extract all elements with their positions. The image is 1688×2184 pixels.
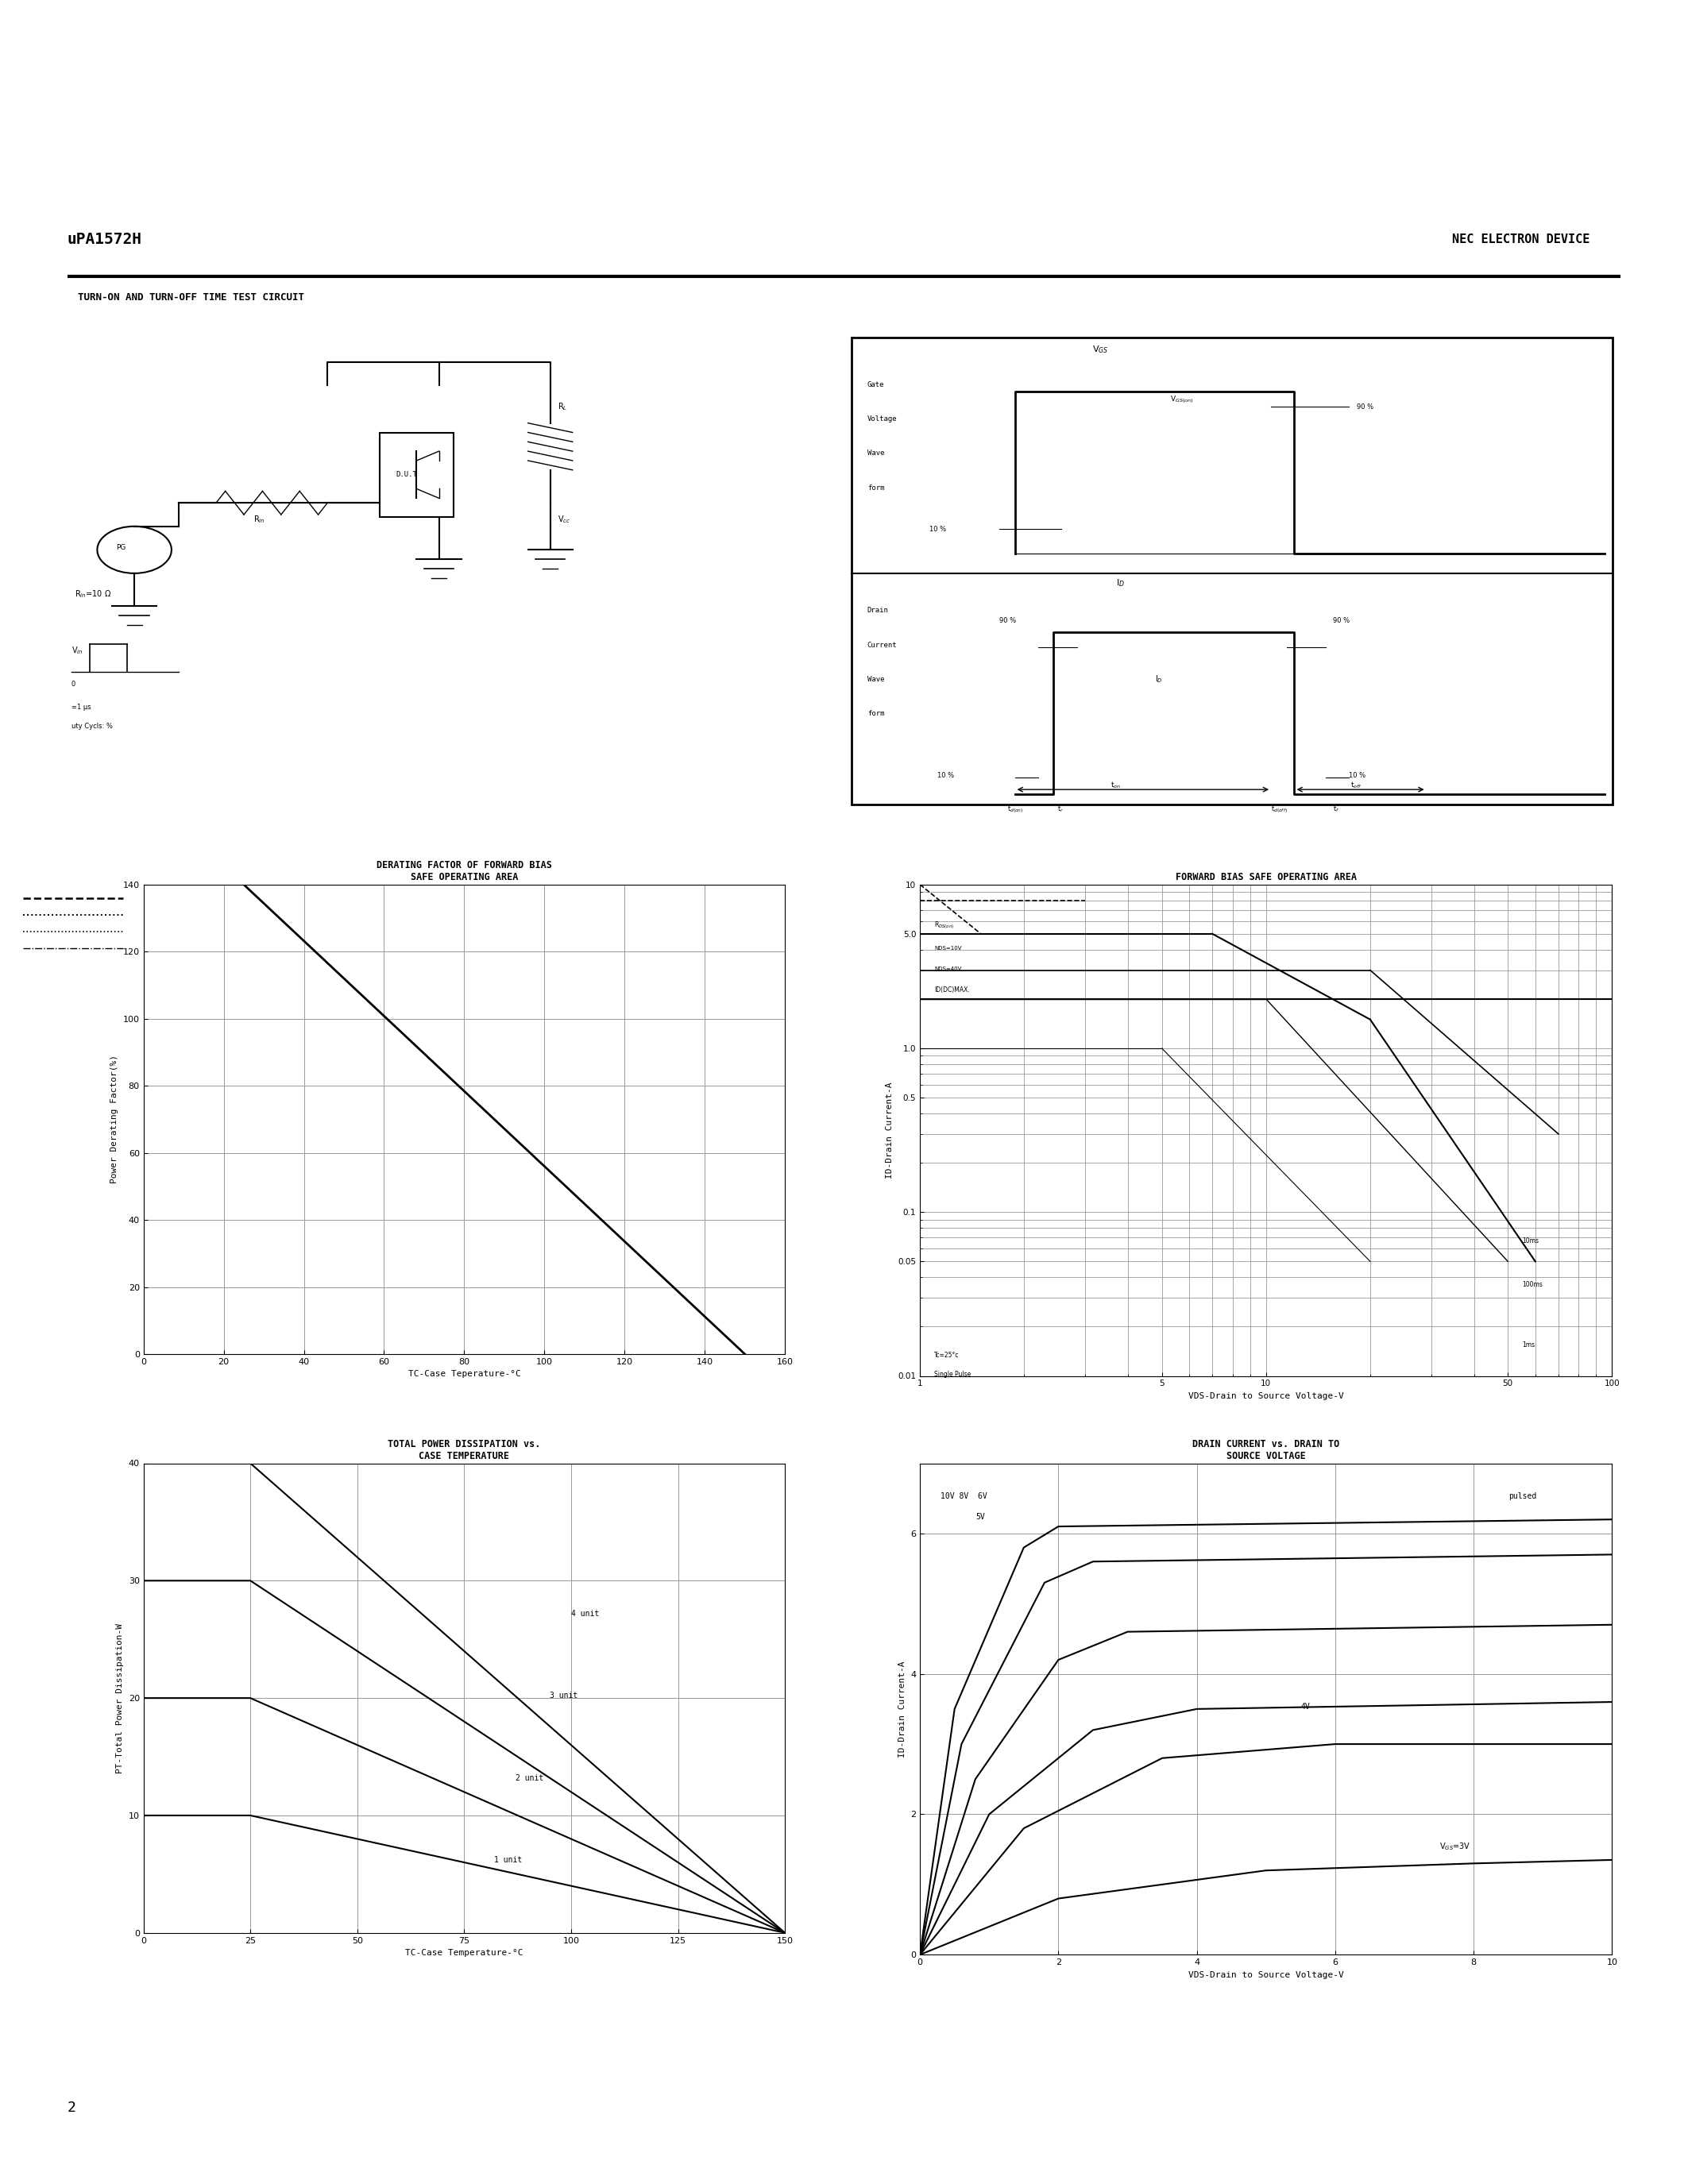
Text: 90 %: 90 % bbox=[999, 616, 1016, 625]
Title: DERATING FACTOR OF FORWARD BIAS
SAFE OPERATING AREA: DERATING FACTOR OF FORWARD BIAS SAFE OPE… bbox=[376, 860, 552, 882]
Y-axis label: Power Derating Factor(%): Power Derating Factor(%) bbox=[110, 1055, 118, 1184]
Text: 10ms: 10ms bbox=[1523, 1236, 1539, 1245]
X-axis label: VDS-Drain to Source Voltage-V: VDS-Drain to Source Voltage-V bbox=[1188, 1391, 1344, 1400]
Text: t$_{d(on)}$: t$_{d(on)}$ bbox=[1008, 804, 1023, 815]
Text: R$_L$: R$_L$ bbox=[557, 402, 567, 413]
Text: 4 unit: 4 unit bbox=[571, 1610, 599, 1618]
Text: 90 %: 90 % bbox=[1357, 404, 1374, 411]
Text: NDS=10V: NDS=10V bbox=[933, 946, 962, 950]
Text: t$_{on}$: t$_{on}$ bbox=[1111, 780, 1121, 791]
Text: t$_f$: t$_f$ bbox=[1334, 804, 1340, 815]
Text: 100ms: 100ms bbox=[1523, 1282, 1543, 1289]
Text: pulsed: pulsed bbox=[1509, 1492, 1536, 1500]
Text: uPA1572H: uPA1572H bbox=[68, 232, 142, 247]
Text: =1 μs: =1 μs bbox=[71, 703, 91, 712]
Text: R$_{DS(on)}$: R$_{DS(on)}$ bbox=[933, 919, 954, 930]
Bar bbox=[380, 432, 454, 518]
Text: D.U.T: D.U.T bbox=[395, 472, 417, 478]
Text: Drain: Drain bbox=[868, 607, 888, 614]
Title: TOTAL POWER DISSIPATION vs.
CASE TEMPERATURE: TOTAL POWER DISSIPATION vs. CASE TEMPERA… bbox=[388, 1439, 540, 1461]
Text: Gate: Gate bbox=[868, 380, 885, 389]
Text: form: form bbox=[868, 710, 885, 716]
Text: I$_D$: I$_D$ bbox=[1155, 673, 1163, 684]
Text: NEC ELECTRON DEVICE: NEC ELECTRON DEVICE bbox=[1452, 234, 1590, 245]
X-axis label: VDS-Drain to Source Voltage-V: VDS-Drain to Source Voltage-V bbox=[1188, 1970, 1344, 1979]
Text: Tc=25°c: Tc=25°c bbox=[933, 1352, 959, 1358]
Text: Voltage: Voltage bbox=[868, 415, 898, 422]
Text: V$_{cc}$: V$_{cc}$ bbox=[557, 513, 571, 524]
Text: 1ms: 1ms bbox=[1523, 1341, 1534, 1350]
Y-axis label: ID-Drain Current-A: ID-Drain Current-A bbox=[886, 1081, 893, 1179]
Text: Single Pulse: Single Pulse bbox=[933, 1369, 971, 1378]
Text: 1 unit: 1 unit bbox=[495, 1856, 522, 1863]
Title: FORWARD BIAS SAFE OPERATING AREA: FORWARD BIAS SAFE OPERATING AREA bbox=[1175, 871, 1357, 882]
Text: uty Cycls: %: uty Cycls: % bbox=[71, 723, 113, 729]
Text: 0: 0 bbox=[71, 681, 76, 688]
Text: V$_{in}$: V$_{in}$ bbox=[71, 644, 83, 655]
Text: 2: 2 bbox=[68, 2101, 76, 2114]
X-axis label: TC-Case Temperature-°C: TC-Case Temperature-°C bbox=[405, 1948, 523, 1957]
Text: 4V: 4V bbox=[1301, 1704, 1310, 1710]
Text: V$_{GS}$: V$_{GS}$ bbox=[1092, 345, 1109, 356]
Text: R$_{in}$=10 Ω: R$_{in}$=10 Ω bbox=[74, 590, 111, 601]
X-axis label: TC-Case Teperature-°C: TC-Case Teperature-°C bbox=[408, 1369, 520, 1378]
Text: Current: Current bbox=[868, 642, 898, 649]
Y-axis label: PT-Total Power Dissipation-W: PT-Total Power Dissipation-W bbox=[116, 1623, 123, 1773]
Text: 3 unit: 3 unit bbox=[550, 1693, 577, 1699]
Text: t$_{off}$: t$_{off}$ bbox=[1350, 780, 1362, 791]
Text: ID(DC)MAX.: ID(DC)MAX. bbox=[933, 987, 971, 994]
Text: 90 %: 90 % bbox=[1334, 616, 1350, 625]
Text: t$_{d(off)}$: t$_{d(off)}$ bbox=[1271, 804, 1288, 815]
Text: 10 %: 10 % bbox=[930, 526, 947, 533]
Text: t$_r$: t$_r$ bbox=[1057, 804, 1063, 815]
Text: Wave: Wave bbox=[868, 675, 885, 684]
Text: R$_{in}$: R$_{in}$ bbox=[253, 513, 265, 524]
Text: TURN-ON AND TURN-OFF TIME TEST CIRCUIT: TURN-ON AND TURN-OFF TIME TEST CIRCUIT bbox=[78, 293, 304, 301]
Text: I$_D$: I$_D$ bbox=[1116, 577, 1124, 590]
Text: NDS=40V: NDS=40V bbox=[933, 965, 962, 972]
Text: 10V 8V  6V: 10V 8V 6V bbox=[940, 1492, 987, 1500]
Title: DRAIN CURRENT vs. DRAIN TO
SOURCE VOLTAGE: DRAIN CURRENT vs. DRAIN TO SOURCE VOLTAG… bbox=[1192, 1439, 1340, 1461]
Text: PG: PG bbox=[116, 544, 125, 550]
Text: 10 %: 10 % bbox=[1349, 771, 1366, 780]
Text: 2 unit: 2 unit bbox=[515, 1773, 544, 1782]
Text: Wave: Wave bbox=[868, 450, 885, 456]
Text: form: form bbox=[868, 485, 885, 491]
Text: V$_{GS}$=3V: V$_{GS}$=3V bbox=[1440, 1841, 1470, 1852]
Text: 10 %: 10 % bbox=[937, 771, 954, 780]
Y-axis label: ID-Drain Current-A: ID-Drain Current-A bbox=[898, 1660, 906, 1758]
Text: 5V: 5V bbox=[976, 1514, 984, 1520]
Text: V$_{GS(on)}$: V$_{GS(on)}$ bbox=[1170, 393, 1193, 404]
